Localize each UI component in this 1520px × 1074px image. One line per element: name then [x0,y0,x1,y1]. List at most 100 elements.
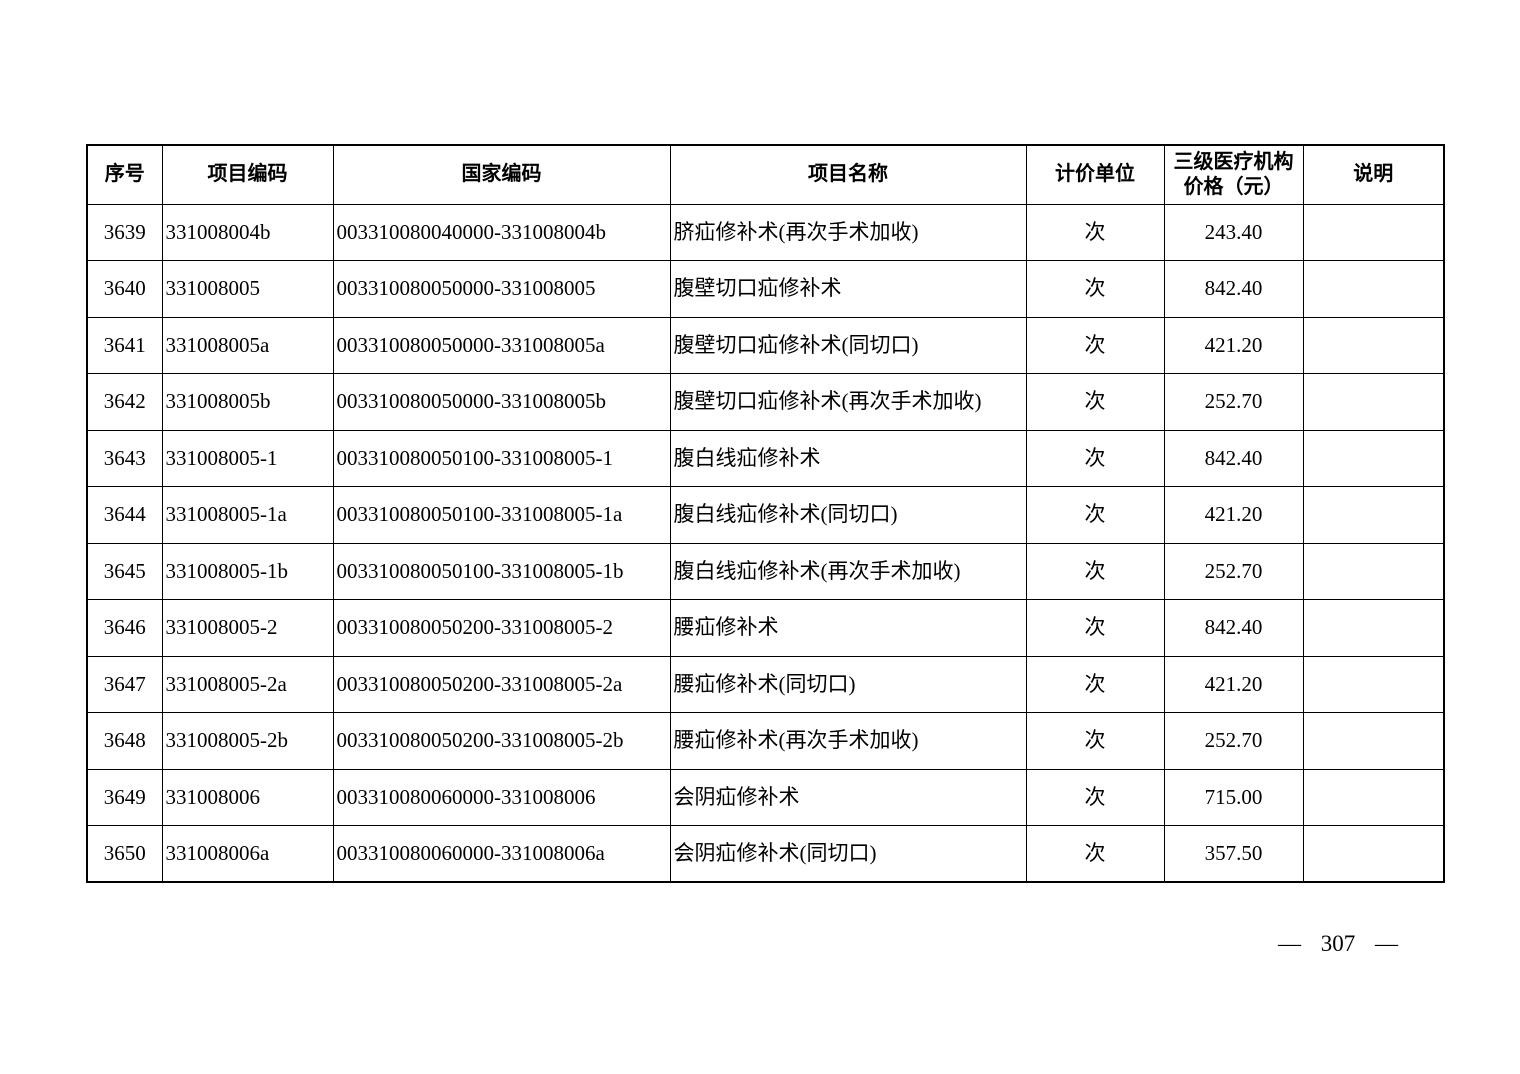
cell-item-name: 脐疝修补术(再次手术加收) [669,203,1027,261]
header-serial: 序号 [86,144,163,205]
cell-note [1302,712,1445,770]
cell-serial: 3642 [86,373,163,431]
table-row: 3641 331008005a 003310080050000-33100800… [86,316,1445,374]
header-unit: 计价单位 [1025,144,1165,205]
cell-unit: 次 [1025,825,1165,883]
header-tier3-price: 三级医疗机构 价格（元） [1163,144,1304,205]
cell-serial: 3641 [86,316,163,374]
cell-price: 252.70 [1163,712,1304,770]
page-number: — 307 — [1278,931,1398,956]
cell-national-code: 003310080050200-331008005-2b [332,712,671,770]
cell-price: 421.20 [1163,486,1304,544]
cell-note [1302,655,1445,713]
header-note: 说明 [1302,144,1445,205]
cell-project-code: 331008005a [161,316,334,374]
cell-note [1302,373,1445,431]
cell-price: 842.40 [1163,260,1304,318]
cell-unit: 次 [1025,316,1165,374]
cell-project-code: 331008004b [161,203,334,261]
cell-national-code: 003310080050100-331008005-1a [332,486,671,544]
cell-price: 421.20 [1163,316,1304,374]
table-row: 3640 331008005 003310080050000-331008005… [86,260,1445,318]
cell-national-code: 003310080050000-331008005 [332,260,671,318]
cell-serial: 3647 [86,655,163,713]
cell-price: 243.40 [1163,203,1304,261]
cell-serial: 3646 [86,599,163,657]
cell-serial: 3643 [86,429,163,487]
cell-project-code: 331008005-1a [161,486,334,544]
cell-item-name: 腰疝修补术(再次手术加收) [669,712,1027,770]
cell-note [1302,486,1445,544]
cell-unit: 次 [1025,712,1165,770]
cell-project-code: 331008005-1b [161,542,334,600]
cell-item-name: 会阴疝修补术 [669,768,1027,826]
cell-serial: 3644 [86,486,163,544]
cell-unit: 次 [1025,486,1165,544]
cell-serial: 3650 [86,825,163,883]
cell-serial: 3649 [86,768,163,826]
cell-price: 715.00 [1163,768,1304,826]
cell-note [1302,260,1445,318]
table-row: 3645 331008005-1b 003310080050100-331008… [86,542,1445,600]
table-row: 3646 331008005-2 003310080050200-3310080… [86,599,1445,657]
cell-project-code: 331008005-1 [161,429,334,487]
cell-note [1302,599,1445,657]
cell-project-code: 331008005-2a [161,655,334,713]
cell-note [1302,768,1445,826]
cell-item-name: 腹白线疝修补术(再次手术加收) [669,542,1027,600]
table-row: 3648 331008005-2b 003310080050200-331008… [86,712,1445,770]
table-row: 3642 331008005b 003310080050000-33100800… [86,373,1445,431]
cell-national-code: 003310080050100-331008005-1b [332,542,671,600]
cell-item-name: 腹壁切口疝修补术(同切口) [669,316,1027,374]
cell-price: 357.50 [1163,825,1304,883]
cell-national-code: 003310080050200-331008005-2 [332,599,671,657]
cell-serial: 3640 [86,260,163,318]
cell-national-code: 003310080050200-331008005-2a [332,655,671,713]
cell-price: 252.70 [1163,542,1304,600]
table-row: 3650 331008006a 003310080060000-33100800… [86,825,1445,883]
cell-national-code: 003310080060000-331008006a [332,825,671,883]
cell-unit: 次 [1025,542,1165,600]
cell-unit: 次 [1025,260,1165,318]
cell-project-code: 331008005-2 [161,599,334,657]
cell-price: 421.20 [1163,655,1304,713]
table-row: 3644 331008005-1a 003310080050100-331008… [86,486,1445,544]
cell-item-name: 腹壁切口疝修补术 [669,260,1027,318]
cell-note [1302,429,1445,487]
cell-note [1302,203,1445,261]
cell-note [1302,542,1445,600]
cell-project-code: 331008006a [161,825,334,883]
cell-project-code: 331008005 [161,260,334,318]
cell-project-code: 331008005-2b [161,712,334,770]
table-row: 3649 331008006 003310080060000-331008006… [86,768,1445,826]
header-project-code: 项目编码 [161,144,334,205]
cell-project-code: 331008005b [161,373,334,431]
cell-unit: 次 [1025,429,1165,487]
cell-national-code: 003310080050100-331008005-1 [332,429,671,487]
cell-national-code: 003310080050000-331008005b [332,373,671,431]
table-row: 3647 331008005-2a 003310080050200-331008… [86,655,1445,713]
cell-unit: 次 [1025,655,1165,713]
cell-serial: 3639 [86,203,163,261]
medical-price-table: 序号 项目编码 国家编码 项目名称 计价单位 三级医疗机构 价格（元） 说明 3… [86,144,1445,883]
cell-price: 842.40 [1163,429,1304,487]
cell-unit: 次 [1025,373,1165,431]
cell-item-name: 腹壁切口疝修补术(再次手术加收) [669,373,1027,431]
header-item-name: 项目名称 [669,144,1027,205]
table-row: 3639 331008004b 003310080040000-33100800… [86,203,1445,261]
cell-item-name: 腰疝修补术 [669,599,1027,657]
cell-price: 252.70 [1163,373,1304,431]
cell-unit: 次 [1025,203,1165,261]
header-national-code: 国家编码 [332,144,671,205]
cell-unit: 次 [1025,599,1165,657]
cell-note [1302,316,1445,374]
cell-serial: 3645 [86,542,163,600]
cell-project-code: 331008006 [161,768,334,826]
table-body: 3639 331008004b 003310080040000-33100800… [86,203,1445,883]
cell-national-code: 003310080060000-331008006 [332,768,671,826]
cell-national-code: 003310080050000-331008005a [332,316,671,374]
cell-item-name: 会阴疝修补术(同切口) [669,825,1027,883]
cell-national-code: 003310080040000-331008004b [332,203,671,261]
cell-note [1302,825,1445,883]
